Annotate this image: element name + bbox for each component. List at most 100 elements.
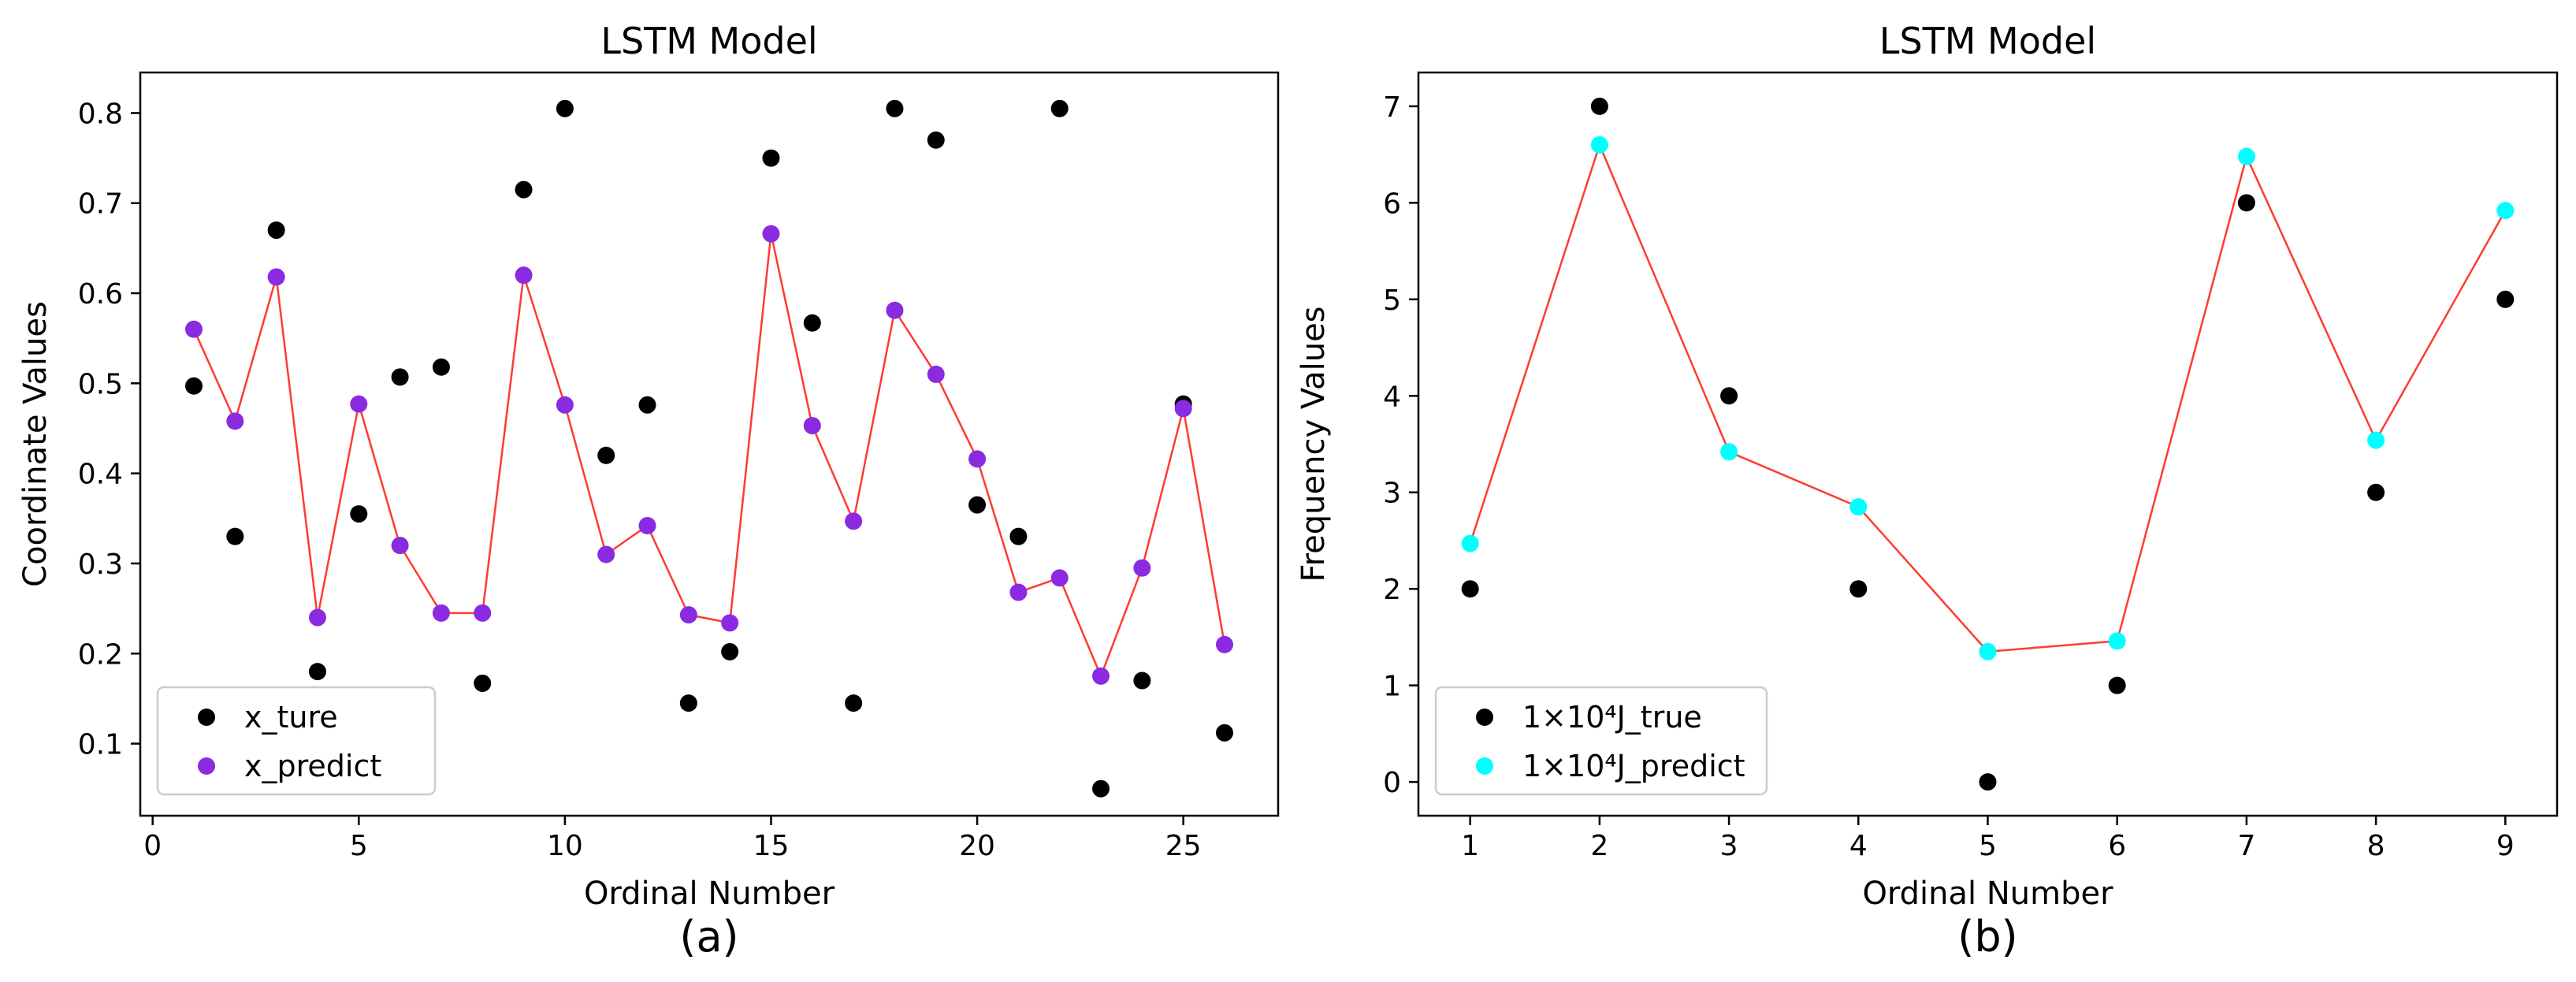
y-tick-label: 5	[1383, 285, 1401, 317]
data-point-J_true	[2496, 290, 2515, 308]
data-point-x_predict	[679, 606, 697, 624]
data-point-x_ture	[1133, 671, 1151, 690]
data-point-x_ture	[638, 396, 656, 414]
data-point-J_true	[2367, 483, 2385, 501]
y-tick-label: 1	[1383, 671, 1401, 703]
x-tick-label: 20	[959, 830, 995, 862]
x-tick-label: 9	[2496, 830, 2515, 862]
data-point-x_predict	[1215, 635, 1233, 653]
data-point-x_predict	[515, 266, 533, 285]
data-point-x_ture	[432, 358, 450, 376]
data-point-x_ture	[803, 314, 821, 332]
data-point-x_predict	[350, 395, 368, 413]
data-point-J_predict	[2237, 147, 2255, 166]
data-point-J_true	[1590, 97, 1608, 115]
data-point-J_predict	[2108, 632, 2126, 650]
data-point-x_ture	[1215, 723, 1233, 742]
legend-box	[156, 686, 437, 796]
data-point-x_ture	[474, 674, 492, 692]
data-point-x_predict	[474, 604, 492, 622]
legend-marker-x_ture	[198, 709, 215, 726]
data-point-J_true	[1849, 580, 1868, 598]
legend-box	[1434, 686, 1768, 796]
x-tick-label: 10	[547, 830, 583, 862]
y-tick-label: 0	[1383, 767, 1401, 799]
y-tick-label: 0.8	[78, 98, 123, 130]
data-point-x_ture	[845, 694, 863, 712]
data-point-J_true	[1461, 580, 1479, 598]
data-point-x_predict	[1174, 400, 1192, 418]
data-point-J_true	[2108, 676, 2126, 694]
x-tick-label: 0	[143, 830, 162, 862]
data-point-x_predict	[762, 225, 780, 243]
panel-label: (b)	[1957, 912, 2017, 962]
data-point-x_predict	[597, 545, 615, 564]
data-point-J_predict	[1849, 498, 1868, 516]
data-point-x_ture	[1050, 99, 1069, 117]
data-point-J_predict	[1461, 534, 1479, 552]
data-point-J_true	[1720, 387, 1738, 405]
data-point-x_predict	[927, 365, 945, 383]
y-tick-label: 0.5	[78, 368, 123, 400]
data-point-J_predict	[2496, 202, 2515, 220]
legend: x_ture x_predict	[156, 686, 437, 796]
x-tick-label: 15	[753, 830, 790, 862]
x-tick-label: 6	[2108, 830, 2126, 862]
panel-label: (a)	[679, 912, 738, 962]
data-point-x_predict	[1133, 559, 1151, 577]
x-tick-label: 4	[1849, 830, 1868, 862]
data-point-J_predict	[1979, 642, 1997, 660]
legend-marker-J_true	[1476, 709, 1493, 726]
y-axis-label: Coordinate Values	[17, 301, 54, 587]
y-tick-label: 2	[1383, 574, 1401, 606]
data-point-x_predict	[845, 512, 863, 530]
data-point-x_ture	[886, 99, 904, 117]
data-point-x_predict	[968, 450, 987, 468]
data-point-J_true	[2237, 194, 2255, 212]
data-point-x_ture	[762, 149, 780, 167]
data-point-x_predict	[432, 604, 450, 622]
y-tick-label: 0.7	[78, 188, 123, 221]
data-point-x_ture	[721, 642, 739, 660]
data-point-x_ture	[556, 99, 574, 117]
x-axis-label: Ordinal Number	[584, 876, 835, 912]
data-point-x_ture	[267, 221, 285, 240]
data-point-x_predict	[721, 614, 739, 632]
y-axis-label: Frequency Values	[1295, 306, 1332, 582]
legend-label-J_predict: 1×10⁴J_predict	[1522, 749, 1745, 783]
x-tick-label: 3	[1720, 830, 1738, 862]
legend-marker-x_predict	[198, 757, 215, 775]
series-line-J_predict	[1469, 142, 2507, 653]
y-tick-label: 6	[1383, 188, 1401, 220]
data-point-x_predict	[185, 320, 203, 338]
data-point-x_predict	[886, 301, 904, 319]
data-point-x_predict	[391, 537, 409, 555]
x-tick-label: 1	[1461, 830, 1479, 862]
data-point-x_ture	[515, 180, 533, 199]
chart-panel-a: 0 5 10 15 20 25 0.1 0.2 0.3 0.4 0.5 0.6 0.7 0.8 LSTM M…	[17, 20, 1280, 962]
x-tick-label: 5	[350, 830, 368, 862]
data-point-x_ture	[226, 527, 244, 545]
series-line-x_predict	[192, 233, 1226, 679]
y-tick-label: 0.2	[78, 638, 123, 671]
plot-frame	[139, 71, 1280, 817]
data-point-x_ture	[308, 663, 326, 681]
x-tick-label: 2	[1590, 830, 1608, 862]
legend-label-x_ture: x_ture	[244, 700, 338, 735]
data-point-x_ture	[968, 496, 987, 514]
data-point-x_ture	[391, 368, 409, 386]
chart-title: LSTM Model	[1879, 20, 2096, 62]
x-tick-label: 5	[1979, 830, 1997, 862]
x-axis-label: Ordinal Number	[1862, 876, 2113, 912]
data-point-x_predict	[267, 268, 285, 286]
data-point-x_ture	[679, 694, 697, 712]
y-tick-label: 4	[1383, 381, 1401, 413]
x-tick-label: 25	[1165, 830, 1202, 862]
legend-marker-J_predict	[1476, 757, 1493, 775]
y-tick-label: 0.3	[78, 549, 123, 581]
data-point-x_ture	[1009, 527, 1028, 545]
data-point-x_ture	[597, 446, 615, 464]
data-point-J_predict	[1720, 443, 1738, 461]
data-point-x_predict	[308, 608, 326, 627]
y-tick-label: 0.4	[78, 459, 123, 491]
